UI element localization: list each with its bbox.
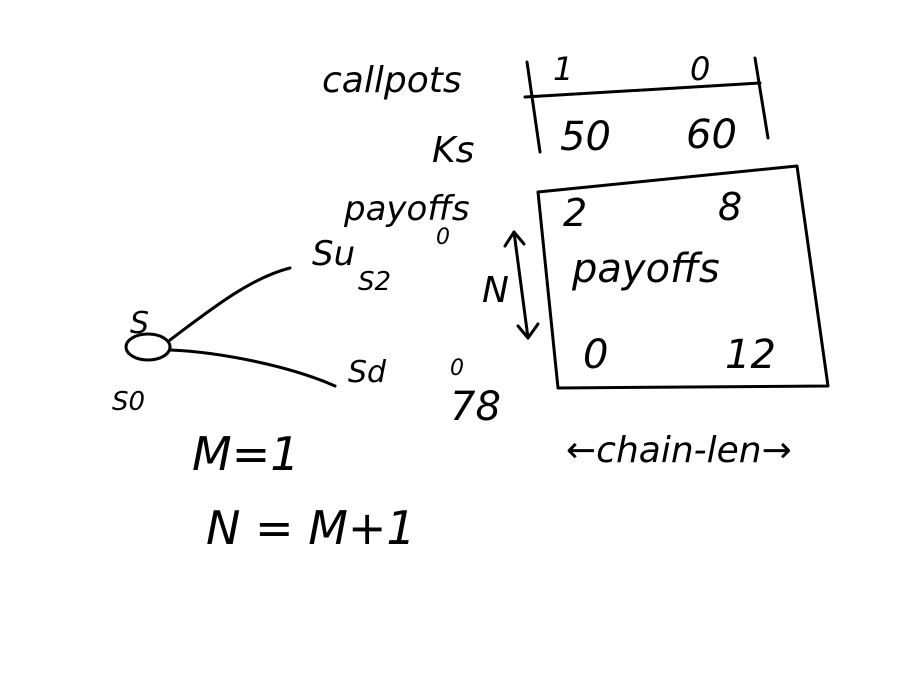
binomial-tree: S S0 Su S2 0 Sd 0 78 (112, 225, 501, 430)
callpot-value-1: 1 (553, 50, 573, 88)
callpots-label: callpots (322, 60, 462, 101)
up-node-label: Su (312, 234, 355, 274)
payoffs-outer-label: payoffs (343, 189, 470, 229)
up-branch (168, 266, 292, 342)
n-side-label: N (482, 270, 509, 311)
ks-value-2: 60 (686, 112, 737, 158)
payoffs-inner-label: payoffs (571, 246, 720, 292)
down-node-label: Sd (348, 355, 387, 390)
equations: M=1 N = M+1 (192, 427, 416, 555)
n-arrow-shaft (512, 230, 530, 340)
ks-label: Ks (432, 130, 474, 171)
ks-value-1: 50 (560, 114, 611, 160)
payoff-value-top-left: 2 (563, 191, 587, 235)
header-table: callpots Ks 1 0 50 60 (322, 50, 770, 171)
down-node-extra: 78 (450, 384, 501, 430)
equation-m: M=1 (192, 427, 300, 481)
callpot-value-2: 0 (690, 50, 710, 88)
equation-n: N = M+1 (206, 501, 416, 555)
down-node-value: 0 (450, 356, 464, 381)
chain-length-label: ←chain-len→ (566, 430, 792, 471)
up-node-index: S2 (358, 267, 391, 297)
payoff-value-bottom-left: 0 (583, 332, 608, 378)
payoff-box: payoffs 2 8 payoffs 0 12 N ←chain-len→ (343, 164, 830, 471)
root-label: S0 (112, 387, 145, 417)
payoff-value-top-right: 8 (718, 185, 742, 229)
root-node (124, 332, 172, 362)
root-symbol: S (130, 306, 149, 341)
table-left-rule (525, 60, 542, 154)
up-node-value: 0 (436, 225, 450, 250)
n-arrow-head-down (516, 322, 540, 340)
n-arrow-head-up (503, 230, 526, 248)
table-right-rule (753, 56, 770, 140)
payoff-value-bottom-right: 12 (725, 332, 776, 378)
payoff-box-outline (536, 164, 830, 390)
down-branch (168, 348, 337, 388)
table-divider-rule (523, 81, 762, 99)
